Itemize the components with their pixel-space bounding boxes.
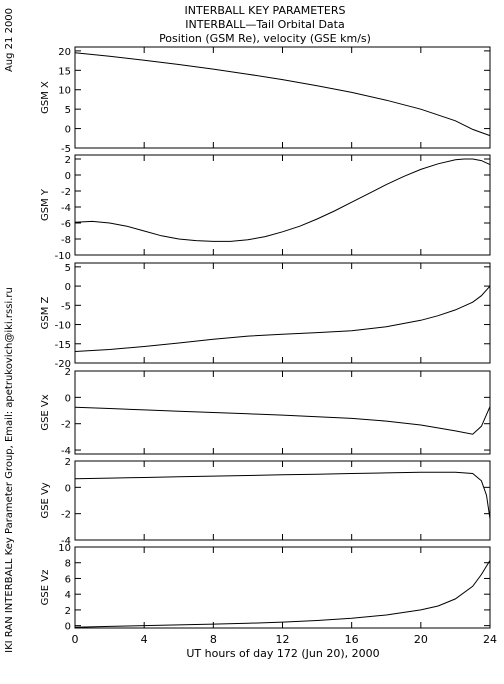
y-tick-label: -10 [55, 321, 71, 332]
panel-frame [74, 370, 491, 455]
y-tick-label: -15 [55, 340, 71, 351]
y-tick-label: 10 [58, 86, 71, 97]
y-tick-label: -8 [61, 235, 71, 246]
y-axis-label: GSM X [40, 81, 51, 114]
y-axis-label: GSE Vx [40, 394, 51, 430]
y-axis-label: GSE Vy [40, 482, 51, 518]
y-tick-label: -2 [61, 420, 71, 431]
y-axis-label: GSM Z [40, 296, 51, 329]
y-tick-label: 2 [65, 457, 71, 468]
x-tick-label: 20 [414, 633, 428, 646]
x-tick-label: 4 [141, 633, 148, 646]
x-tick-label: 0 [72, 633, 79, 646]
y-tick-label: -4 [61, 446, 71, 457]
y-tick-label: -20 [55, 359, 71, 370]
y-tick-label: 0 [65, 393, 71, 404]
y-tick-label: 5 [65, 263, 71, 274]
y-tick-label: 0 [65, 622, 71, 633]
y-tick-label: -4 [61, 536, 71, 547]
series-line [74, 52, 491, 137]
series-line [74, 560, 491, 628]
series-line [74, 406, 491, 435]
y-tick-label: -5 [61, 144, 71, 155]
y-axis-label: GSM Y [40, 188, 51, 221]
y-tick-label: 4 [65, 590, 71, 601]
panel-frame [74, 546, 491, 629]
y-tick-label: -10 [55, 251, 71, 262]
date-label: Aug 21 2000 [4, 8, 15, 72]
y-tick-label: -4 [61, 203, 71, 214]
y-tick-label: 0 [65, 171, 71, 182]
y-tick-label: 10 [58, 543, 71, 554]
y-tick-label: -2 [61, 187, 71, 198]
y-tick-label: 2 [65, 606, 71, 617]
title-line-2: INTERBALL—Tail Orbital Data [185, 18, 344, 31]
x-tick-label: 16 [345, 633, 359, 646]
title-line-1: INTERBALL KEY PARAMETERS [185, 4, 346, 17]
panel-frame [74, 46, 491, 149]
y-tick-label: 2 [65, 155, 71, 166]
y-tick-label: -5 [61, 301, 71, 312]
y-tick-label: -6 [61, 219, 71, 230]
y-tick-label: 0 [65, 125, 71, 136]
y-tick-label: -2 [61, 510, 71, 521]
x-axis-label: UT hours of day 172 (Jun 20), 2000 [186, 647, 379, 660]
x-tick-label: 12 [276, 633, 290, 646]
y-tick-label: 0 [65, 483, 71, 494]
y-tick-label: 8 [65, 559, 71, 570]
y-tick-label: 20 [58, 47, 71, 58]
y-tick-label: 2 [65, 367, 71, 378]
y-tick-label: 15 [58, 66, 71, 77]
y-axis-label: GSE Vz [40, 570, 51, 606]
credit-label: IKI RAN INTERBALL Key Parameter Group, E… [4, 287, 15, 653]
title-line-3: Position (GSM Re), velocity (GSE km/s) [159, 32, 371, 45]
panel-frame [74, 460, 491, 541]
x-tick-label: 8 [210, 633, 217, 646]
panel-frame [74, 262, 491, 364]
y-tick-label: 0 [65, 282, 71, 293]
x-tick-label: 24 [483, 633, 497, 646]
y-tick-label: 5 [65, 105, 71, 116]
series-line [74, 158, 491, 242]
panel-frame [74, 154, 491, 256]
y-tick-label: 6 [65, 574, 71, 585]
series-line [74, 285, 491, 352]
series-line [74, 471, 491, 519]
